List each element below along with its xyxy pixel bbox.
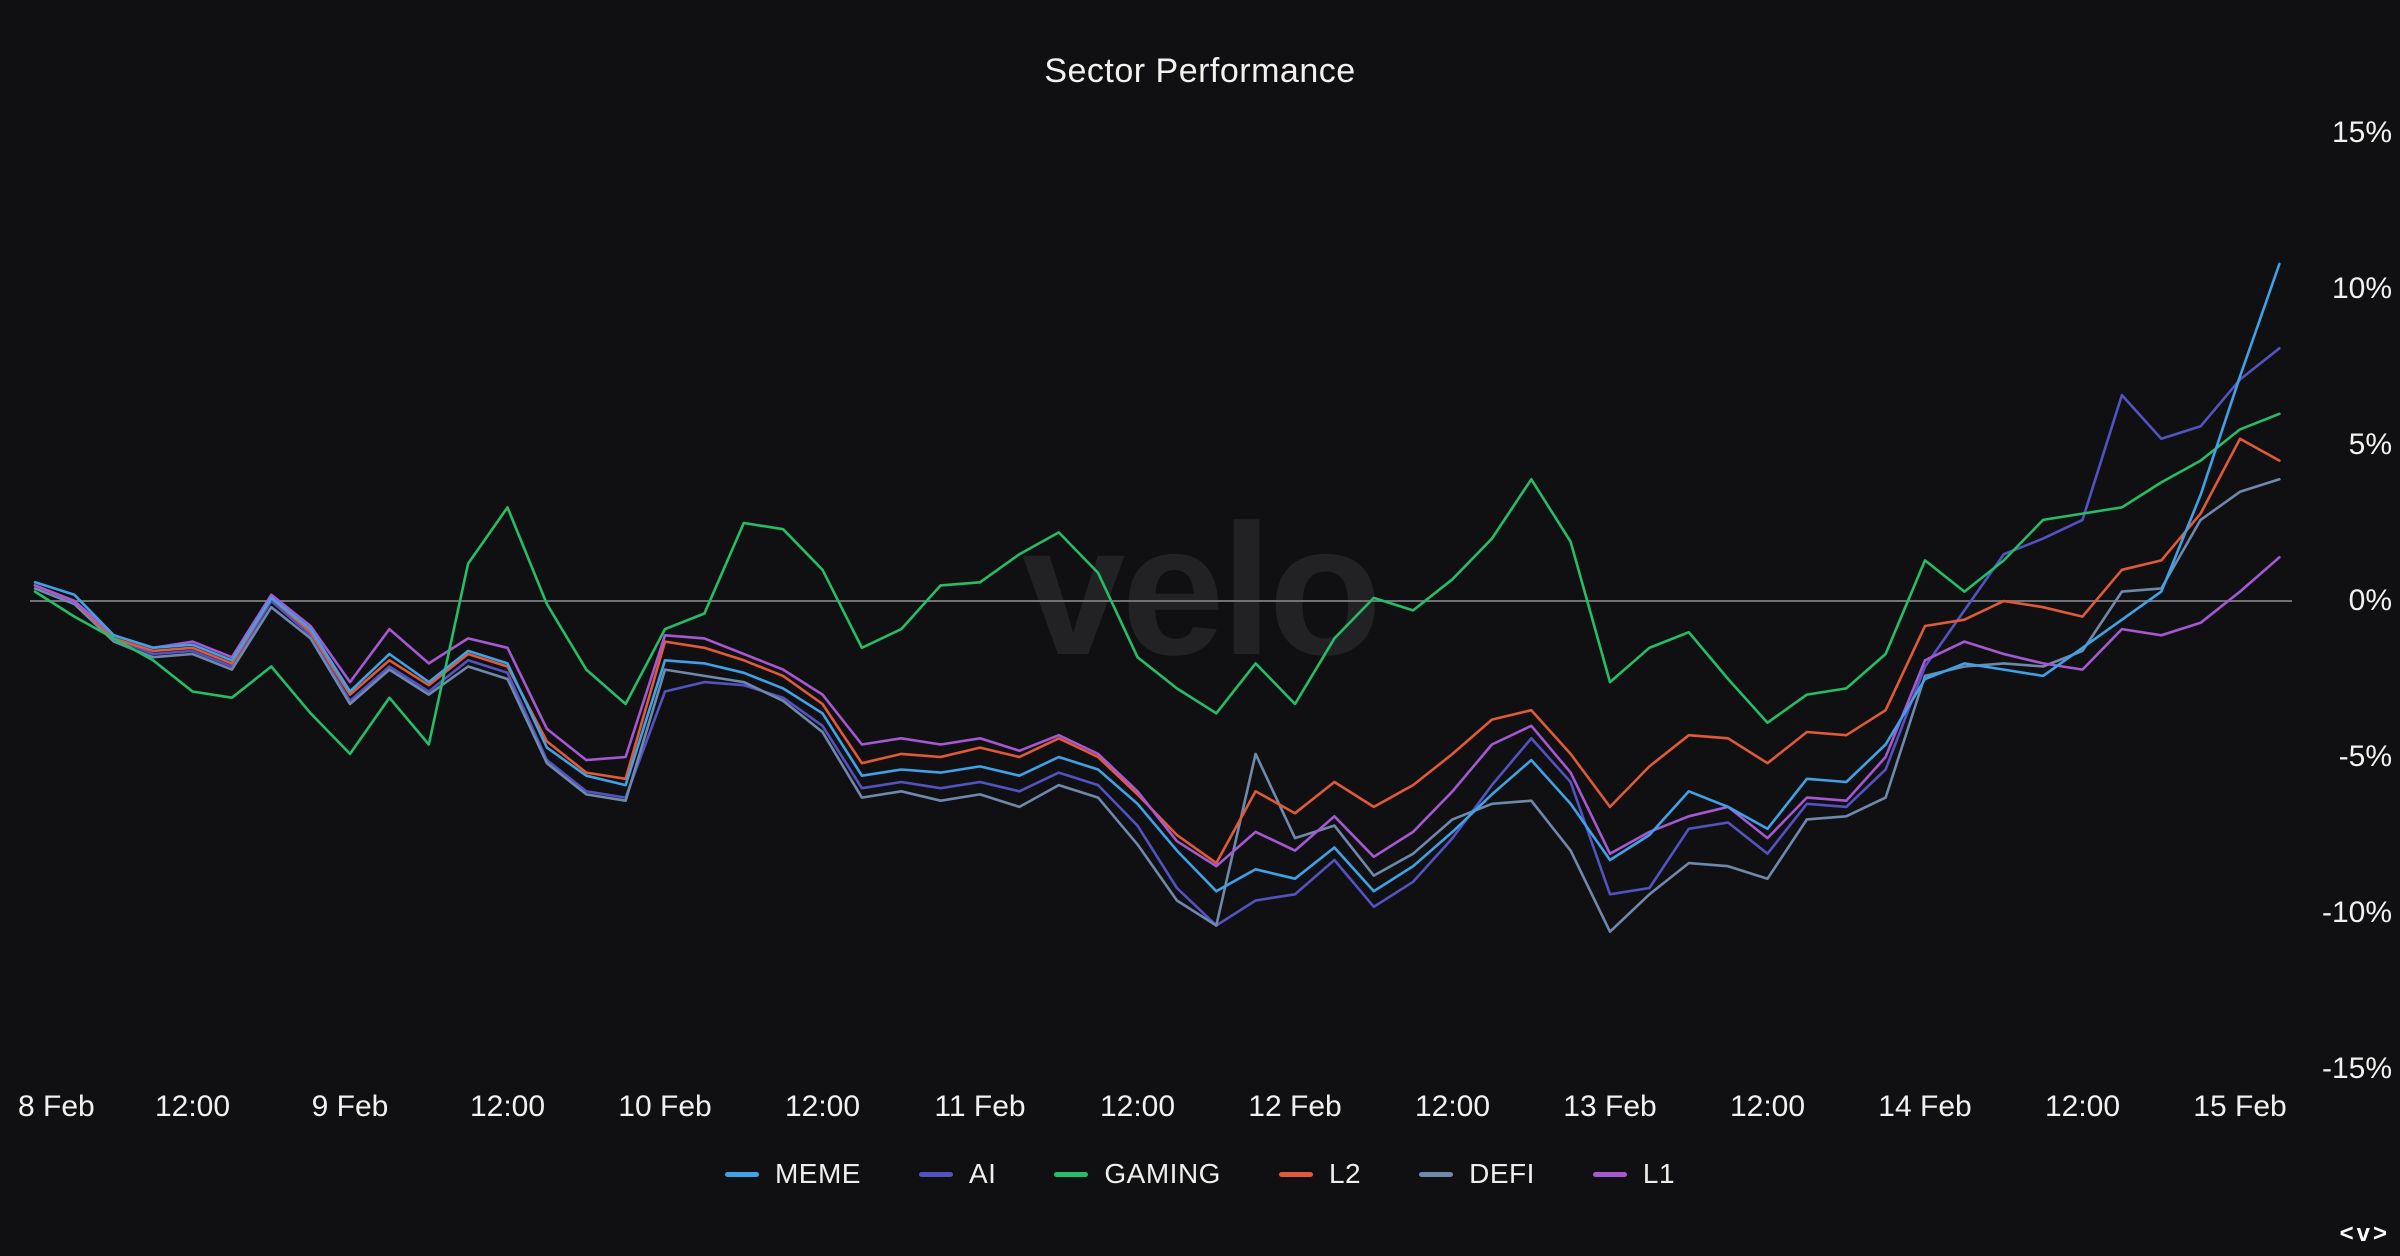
chart-title: Sector Performance <box>1044 52 1356 90</box>
x-axis-label: 12:00 <box>2044 1090 2121 1123</box>
x-axis-label: 12:00 <box>1414 1090 1491 1123</box>
y-axis-label: -5% <box>2338 740 2392 773</box>
x-axis-label: 12:00 <box>784 1090 861 1123</box>
series-line-GAMING <box>33 412 2281 756</box>
legend-swatch-AI <box>918 1171 953 1177</box>
y-axis-label: -10% <box>2321 896 2392 929</box>
x-axis-label: 12:00 <box>1099 1090 1176 1123</box>
series-line-L1 <box>33 555 2281 868</box>
y-axis-label: 5% <box>2348 428 2392 461</box>
legend-item-AI[interactable]: AI <box>918 1158 997 1190</box>
legend-swatch-MEME <box>724 1171 759 1177</box>
legend-label: GAMING <box>1104 1158 1221 1189</box>
legend-item-DEFI[interactable]: DEFI <box>1419 1158 1535 1190</box>
x-axis-label: 12:00 <box>469 1090 546 1123</box>
series-line-AI <box>33 346 2281 927</box>
x-axis-label: 12:00 <box>1729 1090 1806 1123</box>
legend-swatch-L2 <box>1278 1171 1313 1177</box>
x-axis-label: 8 Feb <box>18 1090 95 1123</box>
y-axis-label: -15% <box>2321 1052 2392 1085</box>
x-axis-label: 13 Feb <box>1563 1090 1657 1123</box>
x-axis-label: 15 Feb <box>2193 1090 2287 1123</box>
y-axis-label: 10% <box>2331 272 2392 305</box>
y-axis-label: 0% <box>2348 584 2392 617</box>
x-axis-label: 10 Feb <box>618 1090 712 1123</box>
x-axis-label: 9 Feb <box>311 1090 389 1123</box>
legend-item-L2[interactable]: L2 <box>1278 1158 1362 1190</box>
legend-item-L1[interactable]: L1 <box>1592 1158 1676 1190</box>
legend-label: L2 <box>1328 1158 1362 1189</box>
x-axis-label: 12:00 <box>154 1090 231 1123</box>
legend: MEME AI GAMING L2 DEFI L1 <box>0 1158 2400 1190</box>
legend-label: AI <box>968 1158 997 1189</box>
legend-swatch-GAMING <box>1054 1171 1089 1177</box>
x-axis-label: 14 Feb <box>1878 1090 1972 1123</box>
legend-label: DEFI <box>1469 1158 1535 1189</box>
velo-logo[interactable]: <v> <box>2339 1220 2390 1247</box>
x-axis-label: 11 Feb <box>934 1090 1026 1123</box>
series-line-MEME <box>33 262 2281 893</box>
legend-label: MEME <box>774 1158 861 1189</box>
x-axis-label: 12 Feb <box>1248 1090 1342 1123</box>
y-axis-label: 15% <box>2331 116 2392 149</box>
legend-swatch-L1 <box>1592 1171 1627 1177</box>
legend-label: L1 <box>1642 1158 1676 1189</box>
velo-watermark: velo <box>1021 487 1382 694</box>
series-line-DEFI <box>33 477 2281 934</box>
legend-item-MEME[interactable]: MEME <box>724 1158 861 1190</box>
legend-swatch-DEFI <box>1419 1171 1454 1177</box>
legend-item-GAMING[interactable]: GAMING <box>1054 1158 1221 1190</box>
